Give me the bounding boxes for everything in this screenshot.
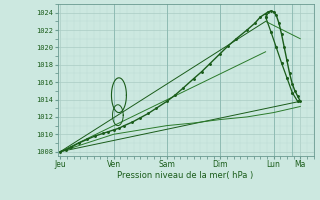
X-axis label: Pression niveau de la mer( hPa ): Pression niveau de la mer( hPa ) [117, 171, 254, 180]
